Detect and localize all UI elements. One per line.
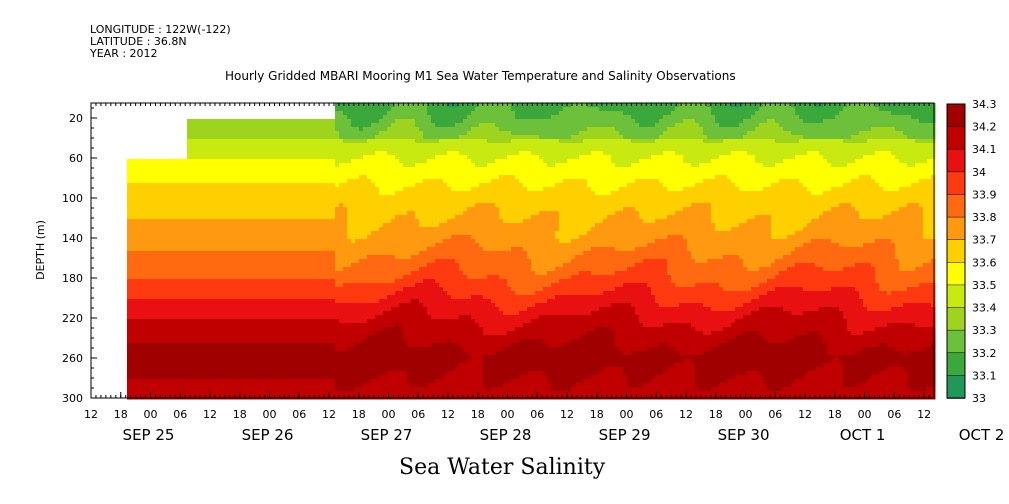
colorbar-tick-label: 33.9 bbox=[972, 188, 997, 201]
x-hour-label: 12 bbox=[441, 408, 455, 421]
x-hour-label: 12 bbox=[84, 408, 98, 421]
colorbar-segment bbox=[946, 216, 966, 241]
colorbar-tick-label: 33.5 bbox=[972, 279, 997, 292]
colorbar-segment bbox=[946, 375, 966, 399]
x-hour-label: 18 bbox=[590, 408, 604, 421]
x-hour-label: 06 bbox=[887, 408, 901, 421]
x-axis-label: Sea Water Salinity bbox=[399, 455, 606, 480]
colorbar-segment bbox=[946, 194, 966, 218]
x-hour-label: 18 bbox=[233, 408, 247, 421]
colorbar-tick-label: 33 bbox=[972, 392, 986, 405]
colorbar-tick-label: 33.2 bbox=[972, 347, 997, 360]
x-hour-label: 18 bbox=[709, 408, 723, 421]
colorbar-segment bbox=[946, 126, 966, 150]
y-axis-label: DEPTH (m) bbox=[34, 220, 47, 280]
y-tick-label: 60 bbox=[69, 152, 83, 165]
colorbar-border bbox=[946, 103, 966, 399]
year-label: YEAR : 2012 bbox=[90, 47, 158, 60]
x-date-label: SEP 28 bbox=[480, 426, 532, 444]
colorbar-segment bbox=[946, 148, 966, 173]
x-date-label: OCT 1 bbox=[840, 426, 886, 444]
x-hour-label: 00 bbox=[858, 408, 872, 421]
chart-title: Hourly Gridded MBARI Mooring M1 Sea Wate… bbox=[225, 69, 736, 83]
colorbar-tick-label: 33.8 bbox=[972, 211, 997, 224]
y-tick-label: 180 bbox=[62, 272, 83, 285]
colorbar-segment bbox=[946, 239, 966, 264]
colorbar-tick-label: 33.4 bbox=[972, 302, 997, 315]
colorbar-segment bbox=[946, 329, 966, 354]
x-hour-label: 18 bbox=[828, 408, 842, 421]
x-date-label: SEP 27 bbox=[361, 426, 413, 444]
x-hour-label: 00 bbox=[144, 408, 158, 421]
y-tick-label: 260 bbox=[62, 352, 83, 365]
x-hour-label: 00 bbox=[620, 408, 634, 421]
x-hour-label: 06 bbox=[530, 408, 544, 421]
y-tick-label: 100 bbox=[62, 192, 83, 205]
latitude-label: LATITUDE : 36.8N bbox=[90, 35, 187, 48]
colorbar-segment bbox=[946, 307, 966, 331]
x-hour-label: 18 bbox=[471, 408, 485, 421]
x-date-label: SEP 26 bbox=[242, 426, 294, 444]
x-hour-label: 12 bbox=[560, 408, 574, 421]
x-hour-label: 12 bbox=[203, 408, 217, 421]
colorbar-tick-label: 34.1 bbox=[972, 143, 997, 156]
heatmap-field bbox=[127, 103, 936, 400]
x-date-label: SEP 29 bbox=[599, 426, 651, 444]
x-hour-label: 00 bbox=[263, 408, 277, 421]
colorbar-tick-label: 33.6 bbox=[972, 256, 997, 269]
x-hour-label: 00 bbox=[382, 408, 396, 421]
colorbar: 34.3 34.2 34.1 34 33.9 33.8 33.7 33.6 33.5 33.4 33… bbox=[946, 98, 997, 405]
x-hour-label: 00 bbox=[501, 408, 515, 421]
colorbar-tick-label: 34.3 bbox=[972, 98, 997, 111]
x-axis: 12 18 00 06 12 18 00 06 12 18 00 06 12 18 00 06 12 18 00 06… bbox=[84, 103, 1004, 444]
x-hour-label: 12 bbox=[679, 408, 693, 421]
x-hour-label: 06 bbox=[411, 408, 425, 421]
longitude-label: LONGITUDE : 122W(-122) bbox=[90, 23, 231, 36]
x-hour-label: 06 bbox=[292, 408, 306, 421]
x-hour-label: 06 bbox=[173, 408, 187, 421]
colorbar-tick-label: 33.3 bbox=[972, 324, 997, 337]
x-date-label: SEP 25 bbox=[123, 426, 175, 444]
x-hour-label: 12 bbox=[322, 408, 336, 421]
colorbar-tick-label: 34 bbox=[972, 166, 986, 179]
x-hour-label: 18 bbox=[352, 408, 366, 421]
x-hour-label: 12 bbox=[917, 408, 931, 421]
colorbar-tick-label: 33.1 bbox=[972, 369, 997, 382]
colorbar-segment bbox=[946, 171, 966, 196]
x-hour-label: 06 bbox=[649, 408, 663, 421]
x-hour-label: 06 bbox=[768, 408, 782, 421]
y-tick-label: 20 bbox=[69, 112, 83, 125]
colorbar-segment bbox=[946, 284, 966, 309]
y-tick-label: 220 bbox=[62, 312, 83, 325]
colorbar-segment bbox=[946, 103, 966, 128]
x-hour-label: 00 bbox=[739, 408, 753, 421]
y-axis: 20 60 100 140 180 220 260 300 bbox=[62, 107, 97, 405]
colorbar-tick-label: 33.7 bbox=[972, 234, 997, 247]
x-hour-label: 12 bbox=[798, 408, 812, 421]
x-hour-label: 18 bbox=[114, 408, 128, 421]
colorbar-segment bbox=[946, 262, 966, 286]
colorbar-segment bbox=[946, 352, 966, 377]
y-tick-label: 300 bbox=[62, 392, 83, 405]
x-date-label: SEP 30 bbox=[718, 426, 770, 444]
y-tick-label: 140 bbox=[62, 232, 83, 245]
x-date-label: OCT 2 bbox=[959, 426, 1005, 444]
colorbar-tick-label: 34.2 bbox=[972, 121, 997, 134]
